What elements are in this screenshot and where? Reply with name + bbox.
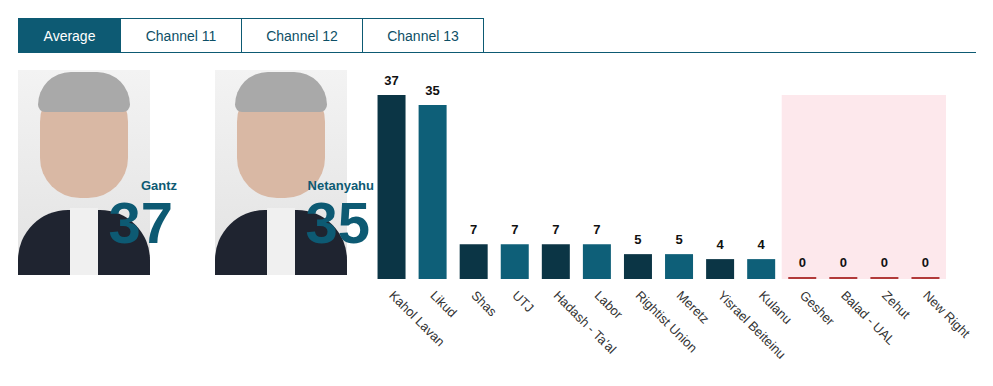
html-text:35: 35 [305,190,370,255]
svg-text:5: 5 [634,232,641,247]
svg-text:Kulanu: Kulanu [756,288,795,327]
svg-text:7: 7 [552,222,559,237]
svg-text:35: 35 [425,83,439,98]
svg-text:Shas: Shas [468,288,500,320]
svg-text:4: 4 [758,237,766,252]
svg-text:Labor: Labor [592,288,627,323]
svg-text:UTJ: UTJ [509,288,536,315]
svg-text:Balad - UAL: Balad - UAL [838,287,899,348]
svg-text:0: 0 [881,255,888,270]
svg-text:Gesher: Gesher [797,288,838,329]
html-text:Gantz: Gantz [140,178,177,193]
svg-text:0: 0 [799,255,806,270]
svg-text:Kahol Lavan: Kahol Lavan [386,287,448,350]
svg-text:7: 7 [511,222,518,237]
svg-text:Rightist Union: Rightist Union [632,287,701,356]
svg-text:0: 0 [840,255,847,270]
html-text:Netanyahu: Netanyahu [307,178,374,193]
svg-text:7: 7 [593,222,600,237]
svg-text:Hadash - Ta'al: Hadash - Ta'al [550,287,620,357]
svg-text:Meretz: Meretz [674,288,713,327]
html-text:Channel 11: Channel 11 [145,27,217,44]
svg-text:Zehut: Zehut [879,288,913,322]
svg-text:0: 0 [922,255,929,270]
svg-text:7: 7 [470,222,477,237]
svg-text:New Right: New Right [920,288,973,341]
html-text:Channel 13: Channel 13 [387,27,459,44]
html-text:Channel 12: Channel 12 [266,27,338,44]
svg-text:Yisrael Beiteinu: Yisrael Beiteinu [714,287,789,362]
svg-text:4: 4 [716,237,724,252]
svg-text:5: 5 [675,232,682,247]
html-text:37: 37 [108,190,173,255]
html-text:Average: Average [43,27,96,44]
svg-text:37: 37 [384,73,398,88]
svg-text:Likud: Likud [427,288,460,321]
